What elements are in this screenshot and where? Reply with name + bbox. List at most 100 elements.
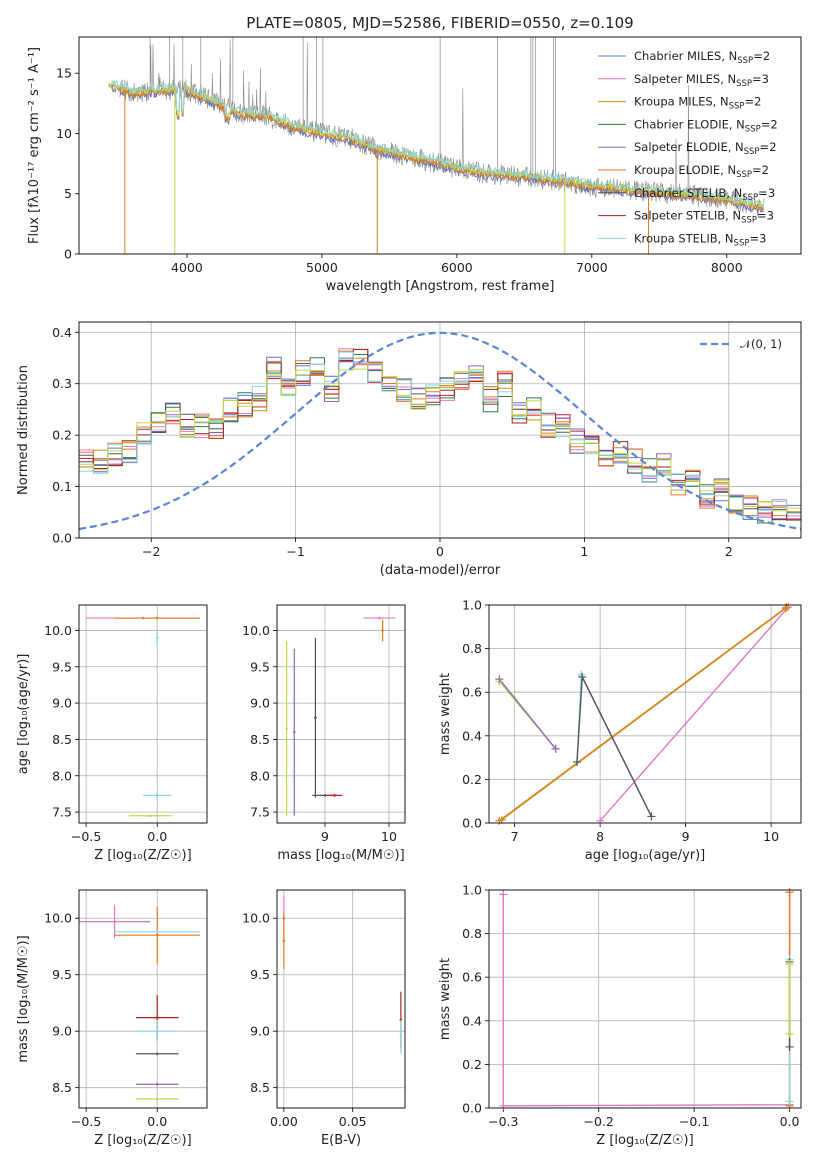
mass-vs-Z-plot-area <box>79 890 207 1108</box>
mass-vs-EBV-plot-area <box>277 890 405 1108</box>
y-tick-label: 8.0 <box>52 768 72 783</box>
y-tick-label: 9.5 <box>52 659 72 674</box>
y-axis-label: Flux [fλ10⁻¹⁷ erg cm⁻² s⁻¹ A⁻¹] <box>27 47 42 244</box>
legend-sep: , N <box>720 72 736 86</box>
y-tick-label: 9.0 <box>52 1024 72 1039</box>
x-tick-label: 1 <box>580 544 588 559</box>
y-tick-label: 7.5 <box>250 805 270 820</box>
legend-sub: SSP <box>736 170 752 180</box>
histogram-step-line <box>79 351 801 518</box>
legend-series-name: Kroupa ELODIE <box>634 163 720 177</box>
spectrum-plot-area <box>108 37 765 254</box>
x-tick-label: −1 <box>286 544 304 559</box>
x-tick-label: 4000 <box>171 260 203 275</box>
plot-frame <box>276 889 406 1109</box>
y-tick-label: 0.2 <box>462 1057 482 1072</box>
x-tick-label: 0.0 <box>147 1114 167 1129</box>
weight-line <box>498 678 557 750</box>
legend-eq: = <box>744 95 754 109</box>
weight-marker <box>785 1097 794 1106</box>
y-axis-label: mass weight <box>438 673 453 755</box>
x-tick-label: 8000 <box>711 260 743 275</box>
histogram-step-line <box>79 348 801 521</box>
y-axis-label: mass [log₁₀(M/M☉)] <box>16 935 31 1062</box>
x-tick-label: 0.0 <box>780 1114 800 1129</box>
weight-marker <box>785 1042 794 1051</box>
legend-n: 2 <box>763 49 770 63</box>
legend-sep: , N <box>728 140 744 154</box>
legend-series-name: Kroupa MILES <box>634 95 713 109</box>
x-tick-label: 0.05 <box>339 1114 367 1129</box>
legend-eq: = <box>760 140 770 154</box>
y-tick-label: 9.0 <box>250 1024 270 1039</box>
y-axis-label: age [log₁₀(age/yr)] <box>16 654 31 775</box>
y-tick-label: 8.5 <box>250 732 270 747</box>
x-tick-label: −0.5 <box>71 1114 101 1129</box>
x-axis-label: wavelength [Angstrom, rest frame] <box>326 279 555 294</box>
weight-marker <box>782 603 791 612</box>
y-tick-label: 0.2 <box>52 428 72 443</box>
data-point <box>323 794 327 797</box>
x-tick-label: 9 <box>321 829 329 844</box>
legend-sep: , N <box>713 95 729 109</box>
data-point <box>113 920 116 923</box>
y-tick-label: 0.8 <box>462 641 482 656</box>
x-tick-label: −0.3 <box>488 1114 518 1129</box>
data-point <box>292 730 296 734</box>
y-tick-label: 10.0 <box>242 623 270 638</box>
x-tick-label: 6000 <box>441 260 473 275</box>
data-point <box>155 933 159 937</box>
y-tick-label: 15 <box>56 66 72 81</box>
y-tick-label: 0.2 <box>462 772 482 787</box>
y-axis-label: mass weight <box>438 958 453 1040</box>
data-point <box>333 794 336 797</box>
y-tick-label: 0.4 <box>462 1013 482 1028</box>
age-vs-mass-plot: 9 10 7.5 8.0 8.5 9.0 9.5 10.0 mass [log₁₀(M/M☉)] <box>242 604 406 863</box>
weight-marker <box>499 1101 508 1110</box>
legend-series-name: Chabrier MILES <box>634 49 721 63</box>
weight-line <box>501 607 787 821</box>
age-vs-Z-plot: −0.5 0.0 7.5 8.0 8.5 9.0 9.5 10.0 Z [log₁₀(Z/Z☉)… <box>16 604 208 863</box>
chart-title: PLATE=0805, MJD=52586, FIBERID=0550, z=0… <box>246 14 633 32</box>
legend-n: 2 <box>769 140 776 154</box>
legend-eq: = <box>752 163 762 177</box>
legend-series-name: Salpeter ELODIE <box>634 140 728 154</box>
y-tick-label: 10 <box>56 126 72 141</box>
legend-sep: , N <box>718 231 734 245</box>
data-point <box>148 814 152 818</box>
plot-frame <box>488 889 802 1109</box>
y-tick-label: 1.0 <box>462 883 482 898</box>
x-tick-label: 7 <box>511 829 519 844</box>
y-tick-label: 0.6 <box>462 685 482 700</box>
x-axis-label: Z [log₁₀(Z/Z☉)] <box>94 1133 191 1148</box>
y-tick-label: 7.5 <box>52 805 72 820</box>
data-point <box>155 1082 159 1086</box>
plot-frame <box>276 604 406 824</box>
y-tick-label: 5 <box>64 186 72 201</box>
x-axis-label: E(B-V) <box>321 1133 361 1148</box>
weight-marker <box>499 890 508 899</box>
data-point <box>155 930 159 934</box>
y-tick-label: 8.5 <box>52 1080 72 1095</box>
legend-series-name: Kroupa STELIB <box>634 231 718 245</box>
residuals-plot-area <box>79 322 801 538</box>
weight-line <box>502 892 791 1107</box>
y-tick-label: 8.5 <box>250 1080 270 1095</box>
legend-eq: = <box>753 49 763 63</box>
data-point <box>378 616 381 620</box>
y-tick-label: 0.6 <box>462 970 482 985</box>
x-axis-label: mass [log₁₀(M/M☉)] <box>277 848 404 863</box>
data-point <box>155 636 159 639</box>
legend-eq: = <box>752 72 762 86</box>
spectrum-plot: 4000 5000 6000 7000 8000 0 5 10 15 wavelength [An… <box>27 36 802 294</box>
legend-sep: , N <box>720 163 736 177</box>
x-axis-label: Z [log₁₀(Z/Z☉)] <box>596 1133 693 1148</box>
x-tick-label: 0.00 <box>270 1114 298 1129</box>
data-point <box>155 1097 159 1101</box>
x-tick-label: −0.5 <box>71 829 101 844</box>
y-tick-label: 9.5 <box>250 659 270 674</box>
observed-spectrum-line <box>119 39 765 217</box>
legend-label: Chabrier MILES, NSSP=2 <box>634 49 770 66</box>
legend-sub: SSP <box>729 102 745 112</box>
